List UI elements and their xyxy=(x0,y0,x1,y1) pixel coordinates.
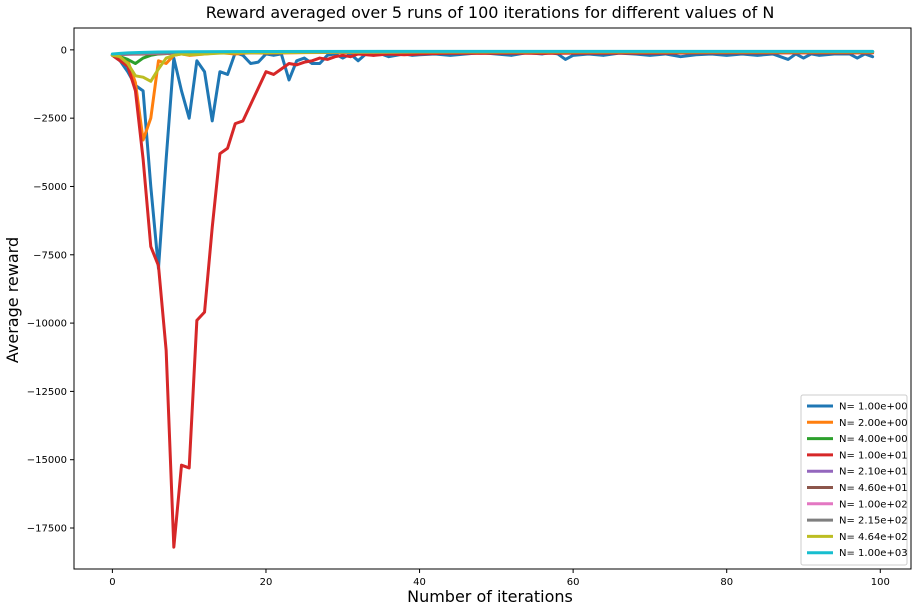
x-axis-title: Number of iterations xyxy=(407,587,573,606)
legend-label-9: N= 4.64e+02 xyxy=(839,532,908,543)
y-axis-title: Average reward xyxy=(3,237,22,363)
y-tick-label: −10000 xyxy=(27,319,67,330)
y-tick-label: −5000 xyxy=(33,182,67,193)
x-tick-label: 100 xyxy=(871,577,890,588)
legend-label-7: N= 1.00e+02 xyxy=(839,499,908,510)
legend-label-3: N= 4.00e+00 xyxy=(839,434,908,445)
chart-title: Reward averaged over 5 runs of 100 itera… xyxy=(206,3,775,22)
y-tick-label: −15000 xyxy=(27,455,67,466)
x-tick-label: 40 xyxy=(413,577,426,588)
legend-label-8: N= 2.15e+02 xyxy=(839,516,908,527)
plot-frame xyxy=(73,27,912,570)
series-line-10 xyxy=(110,49,875,56)
plot-area: 0 20 40 60 80 100 0 −2500 −5000 −7500 −10000 −12500… xyxy=(27,27,912,588)
y-tick-label: −2500 xyxy=(33,114,67,125)
legend-label-10: N= 1.00e+03 xyxy=(839,548,908,559)
legend-label-2: N= 2.00e+00 xyxy=(839,418,908,429)
legend-label-6: N= 4.60e+01 xyxy=(839,483,908,494)
legend-label-5: N= 2.10e+01 xyxy=(839,467,908,478)
legend: N= 1.00e+00 N= 2.00e+00 N= 4.00e+00 N= 1.00… xyxy=(800,394,908,566)
series-group xyxy=(110,49,875,549)
y-tick-label: −17500 xyxy=(27,524,67,535)
y-tick-label: 0 xyxy=(61,45,67,56)
y-tick-label: −7500 xyxy=(33,250,67,261)
legend-label-1: N= 1.00e+00 xyxy=(839,402,908,413)
x-tick-label: 80 xyxy=(720,577,733,588)
legend-label-4: N= 1.00e+01 xyxy=(839,450,908,461)
x-tick-label: 0 xyxy=(109,577,115,588)
y-tick-label: −12500 xyxy=(27,387,67,398)
x-tick-label: 60 xyxy=(567,577,580,588)
x-tick-label: 20 xyxy=(260,577,273,588)
